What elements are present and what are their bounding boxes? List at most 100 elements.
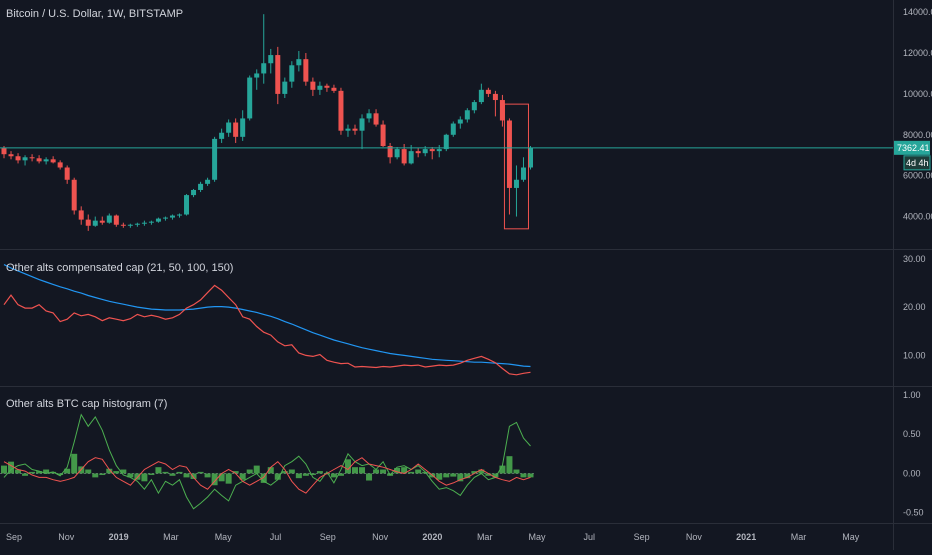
histogram-bar — [141, 473, 148, 482]
histogram-bar — [246, 469, 253, 474]
current-price-label: 7362.41 — [897, 143, 930, 153]
indicator2-tick-label: -0.50 — [903, 508, 924, 518]
indicator1-series-line — [3, 284, 531, 376]
candle-body — [429, 149, 435, 152]
histogram-bar — [106, 468, 113, 474]
candle-body — [212, 138, 218, 180]
candle-body — [15, 156, 21, 161]
histogram-bar — [344, 459, 351, 474]
indicator1-title: Other alts compensated cap (21, 50, 100,… — [6, 262, 234, 274]
histogram-bar — [274, 473, 281, 480]
highlight-box — [503, 103, 529, 230]
candle-body — [471, 102, 477, 111]
histogram-bar — [309, 473, 316, 476]
candle-body — [289, 65, 295, 82]
histogram-bar — [415, 469, 422, 474]
histogram-bar — [436, 473, 443, 480]
indicator1-tick-label: 10.00 — [903, 350, 926, 360]
candle-body — [450, 123, 456, 135]
candle-body — [275, 55, 281, 94]
candle-body — [324, 85, 330, 88]
histogram-bar — [127, 473, 134, 478]
time-tick-label: 2020 — [422, 532, 442, 542]
candle-body — [422, 149, 428, 154]
current-price-tag — [894, 140, 930, 155]
candle-body — [148, 221, 154, 223]
histogram-bar — [464, 473, 471, 479]
histogram-bar — [15, 469, 22, 474]
candle-body — [394, 149, 400, 158]
histogram-bar — [99, 473, 106, 476]
indicator2-tick-label: 1.00 — [903, 390, 921, 400]
histogram-bar — [64, 468, 71, 474]
histogram-bar — [281, 471, 288, 474]
candle-body — [464, 110, 470, 120]
indicator2-tick-label: 0.00 — [903, 468, 921, 478]
candle-body — [499, 100, 505, 121]
price-tick-label: 4000.00 — [903, 212, 932, 222]
time-tick-label: May — [215, 532, 233, 542]
histogram-bar — [1, 465, 7, 474]
histogram-bar — [380, 469, 387, 474]
candle-body — [268, 55, 274, 64]
histogram-bar — [50, 471, 57, 474]
histogram-bar — [337, 473, 344, 476]
histogram-bar — [457, 473, 464, 482]
indicator2-title: Other alts BTC cap histogram (7) — [6, 398, 168, 410]
candle-body — [408, 151, 414, 164]
candle-body — [127, 224, 133, 226]
candle-body — [71, 179, 77, 211]
histogram-bar — [22, 473, 29, 476]
histogram-bar — [211, 473, 218, 486]
candle-body — [528, 147, 533, 168]
candle-body — [352, 128, 358, 131]
candle-body — [141, 222, 147, 224]
histogram-bar — [506, 456, 513, 474]
histogram-bar — [253, 465, 260, 474]
histogram-bar — [190, 473, 197, 479]
histogram-bar — [316, 471, 323, 474]
candle-body — [443, 134, 449, 150]
candle-body — [513, 179, 519, 188]
candle-body — [282, 81, 288, 94]
candle-body — [520, 167, 526, 180]
candle-body — [92, 220, 98, 226]
histogram-bar — [169, 473, 176, 476]
time-tick-label: May — [842, 532, 860, 542]
candles-group — [1, 14, 533, 231]
time-tick-label: Sep — [320, 532, 336, 542]
histogram-bar — [155, 467, 162, 474]
countdown-tag — [903, 155, 931, 171]
candle-body — [205, 179, 211, 184]
histogram-bar — [492, 473, 499, 478]
histogram-bar — [401, 467, 408, 474]
time-tick-label: Mar — [163, 532, 179, 542]
candle-body — [169, 215, 175, 218]
candle-body — [120, 224, 126, 226]
histogram-bar — [478, 469, 485, 474]
candle-body — [184, 195, 190, 215]
indicator1-series-line — [3, 264, 531, 368]
price-tick-label: 6000.00 — [903, 171, 932, 181]
histogram-bar — [113, 471, 120, 474]
time-tick-label: 2019 — [109, 532, 129, 542]
price-tick-label: 14000.00 — [903, 7, 932, 17]
histogram-bar — [71, 453, 78, 474]
candle-body — [254, 73, 260, 78]
histogram-bar — [120, 469, 127, 474]
histogram-bar — [267, 467, 274, 474]
candle-body — [359, 118, 365, 131]
candle-body — [373, 113, 379, 125]
candle-body — [43, 159, 49, 162]
histogram-bar — [527, 473, 534, 478]
candle-body — [401, 149, 407, 164]
candle-body — [113, 215, 119, 225]
candle-body — [134, 223, 140, 225]
histogram-bar — [450, 473, 457, 477]
candle-body — [85, 219, 91, 226]
candle-body — [303, 59, 309, 82]
histogram-bar — [183, 473, 190, 478]
histogram-bar — [471, 471, 478, 474]
